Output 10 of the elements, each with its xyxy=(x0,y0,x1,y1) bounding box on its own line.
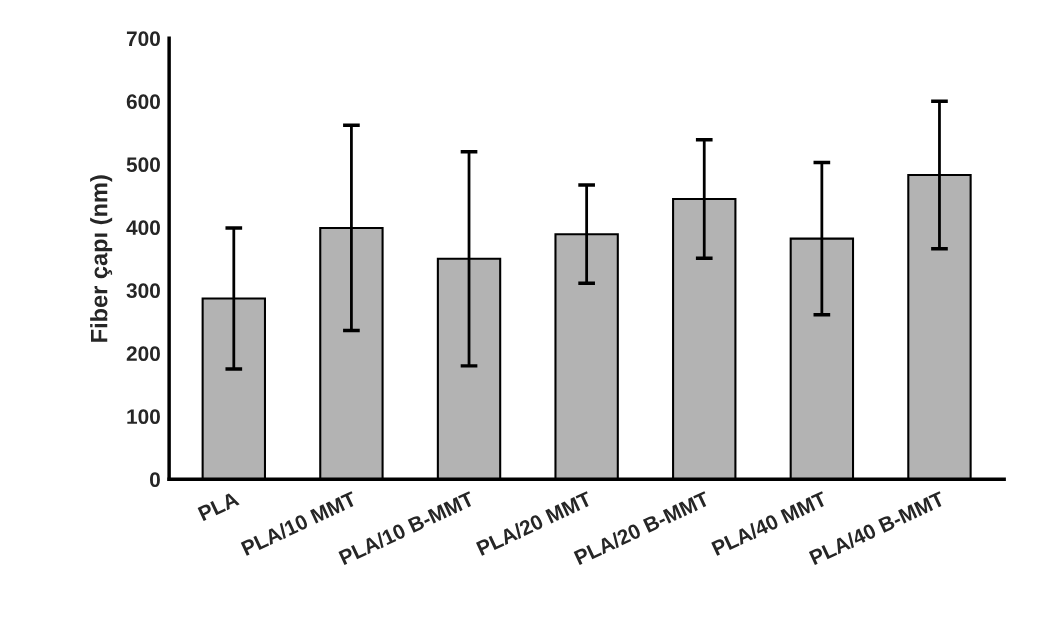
x-tick-label: PLA xyxy=(197,491,240,522)
y-tick-label: 700 xyxy=(126,31,160,47)
y-tick-label: 600 xyxy=(126,94,160,110)
y-tick-label: 200 xyxy=(126,346,160,362)
y-tick-label: 0 xyxy=(150,472,160,487)
y-axis-title: Fiber çapı (nm) xyxy=(90,175,113,342)
y-tick-label: 300 xyxy=(126,283,160,299)
y-tick-label: 100 xyxy=(127,409,160,425)
y-tick-label: 500 xyxy=(126,157,160,173)
y-tick-label: 400 xyxy=(126,220,160,236)
